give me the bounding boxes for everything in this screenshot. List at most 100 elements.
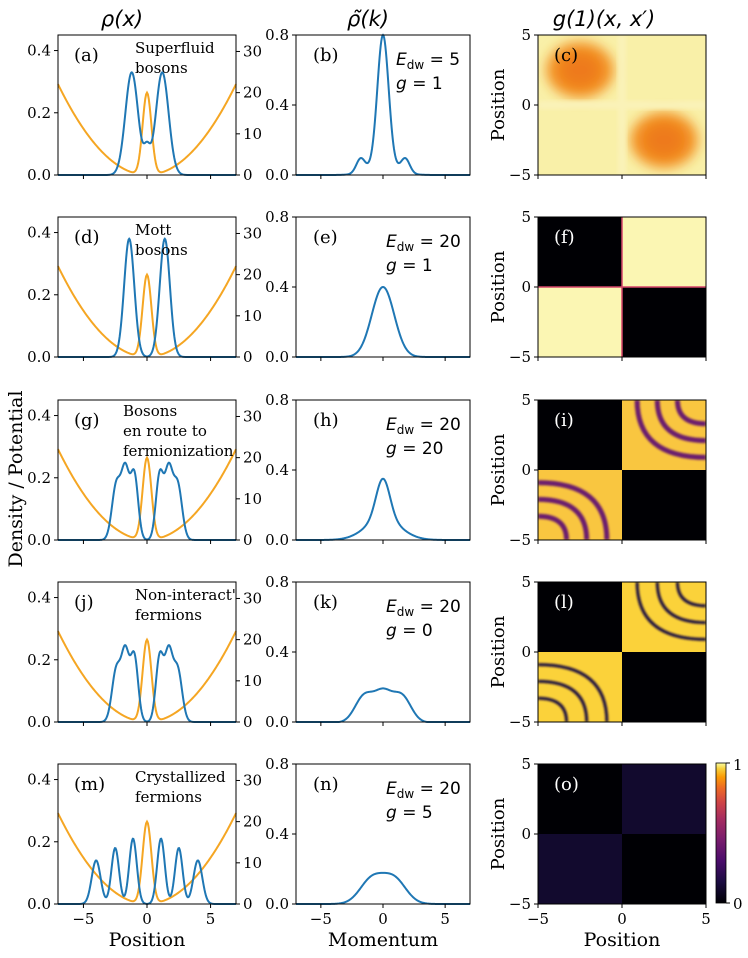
panel-label: (a)	[74, 45, 99, 66]
corr-stripe	[538, 696, 569, 722]
corr-ytick-label: 5	[521, 755, 531, 773]
potential-curve	[57, 630, 237, 721]
density-curve	[58, 461, 236, 541]
correlation-panel: −5−5 0 0 5 5 Position (o)	[488, 755, 711, 928]
panel-annotation-line: bosons	[135, 59, 188, 77]
potential-ytick-label: 10	[243, 125, 262, 143]
corr-stripe	[538, 496, 590, 540]
corr-cross	[538, 101, 706, 109]
potential-curve	[57, 448, 237, 539]
density-panel: 0.0 0.2 0.4 0 10 20 30 −5 0 5 (m) Crystallized fermi…	[27, 763, 262, 928]
potential-ytick-label: 20	[243, 449, 262, 467]
density-ytick-label: 0.2	[27, 833, 51, 851]
panel-label: (k)	[313, 592, 338, 613]
density-ytick-label: 0.0	[27, 895, 51, 913]
corr-ytick-label: 0	[521, 96, 531, 114]
correlation-panel: −5 0 5 Position (i)	[488, 391, 707, 549]
corr-quadrant	[622, 582, 706, 652]
momentum-ytick-label: 0.8	[265, 26, 289, 44]
potential-ytick-label: 20	[243, 631, 262, 649]
corr-stripe	[538, 513, 570, 540]
density-ytick-label: 0.0	[27, 713, 51, 731]
corr-dark-block	[622, 834, 706, 904]
xlabel-momentum: Momentum	[328, 929, 438, 951]
panel-label: (b)	[313, 45, 339, 66]
potential-ytick-label: 30	[243, 224, 262, 242]
potential-ytick-label: 30	[243, 589, 262, 607]
potential-ytick-label: 10	[243, 307, 262, 325]
momentum-param: g = 5	[386, 803, 433, 823]
panel-annotation-line: en route to	[123, 422, 207, 440]
momentum-panel: 0.0 0.4 0.8 (e) Edw = 20g = 1	[265, 208, 471, 366]
panel-label: (j)	[74, 592, 94, 613]
corr-ytick-label: 0	[521, 461, 531, 479]
panel-annotation-line: fermionization	[123, 442, 234, 460]
corr-ytick-label: 0	[521, 278, 531, 296]
corr-dark-block	[622, 470, 706, 540]
density-curve	[58, 643, 236, 723]
corr-quadrants	[538, 764, 706, 904]
correlation-map	[538, 217, 706, 357]
panel-label: (g)	[74, 410, 100, 431]
momentum-xtick-label: 0	[378, 910, 388, 928]
corr-ytick-label: −5	[509, 895, 531, 913]
momentum-param: Edw = 5	[396, 50, 460, 72]
panel-annotation-line: fermions	[135, 606, 202, 624]
potential-curve	[57, 265, 237, 356]
corr-xtick-label: −5	[527, 910, 549, 928]
corr-quadrant	[538, 834, 622, 904]
corr-stripe	[635, 582, 706, 641]
potential-curve	[57, 812, 237, 903]
panel-label: (c)	[554, 45, 578, 66]
momentum-xtick-label: 5	[440, 910, 450, 928]
momentum-ytick-label: 0.0	[265, 713, 289, 731]
density-ytick-label: 0.0	[27, 348, 51, 366]
momentum-ytick-label: 0.0	[265, 531, 289, 549]
momentum-panel: 0.0 0.4 0.8 (h) Edw = 20g = 20	[265, 391, 471, 549]
corr-stripe	[538, 663, 609, 722]
potential-ytick-label: 30	[243, 407, 262, 425]
column-header-correlation: g(1)(x, x′)	[553, 7, 655, 31]
panel-label: (f)	[554, 227, 575, 248]
corr-ylabel: Position	[488, 68, 509, 141]
corr-ytick-label: 5	[521, 208, 531, 226]
corr-stripes	[538, 582, 706, 722]
momentum-ytick-label: 0.4	[265, 278, 289, 296]
corr-stripe	[674, 400, 706, 427]
momentum-curve	[296, 871, 470, 905]
corr-ytick-label: −5	[509, 713, 531, 731]
corr-stripe	[655, 582, 706, 625]
correlation-map	[538, 764, 706, 904]
momentum-panel: 0.0 0.4 0.8 −5 0 5 (n) Edw = 20g = 5	[265, 755, 471, 928]
panel-annotation-line: Mott	[135, 221, 171, 239]
corr-stripe	[538, 679, 589, 722]
correlation-panel: −5 0 5 Position (f)	[488, 208, 707, 366]
corr-ytick-label: 0	[521, 825, 531, 843]
potential-ytick-label: 0	[243, 895, 253, 913]
panel-label: (l)	[554, 592, 574, 613]
momentum-param: g = 20	[386, 439, 443, 459]
column-header-momentum: ρ̃(k)	[347, 7, 389, 31]
corr-ylabel: Position	[488, 250, 509, 323]
density-curve	[58, 71, 236, 176]
momentum-ytick-label: 0.4	[265, 96, 289, 114]
density-ytick-label: 0.2	[27, 651, 51, 669]
momentum-param: g = 1	[396, 74, 443, 94]
column-header-density: ρ(x)	[101, 7, 143, 31]
corr-quadrant	[538, 652, 622, 722]
potential-ytick-label: 10	[243, 490, 262, 508]
xlabel-density: Position	[109, 929, 186, 951]
momentum-ytick-label: 0.0	[265, 348, 289, 366]
potential-ytick-label: 30	[243, 42, 262, 60]
panel-label: (e)	[313, 227, 338, 248]
colorbar-min-label: 0	[733, 895, 743, 913]
potential-ytick-label: 10	[243, 672, 262, 690]
panel-label: (h)	[313, 410, 339, 431]
density-ytick-label: 0.4	[27, 407, 51, 425]
momentum-param: g = 1	[386, 256, 433, 276]
corr-xtick-label: 5	[701, 910, 711, 928]
corr-stripe	[654, 400, 706, 444]
corr-quadrant	[622, 764, 706, 834]
